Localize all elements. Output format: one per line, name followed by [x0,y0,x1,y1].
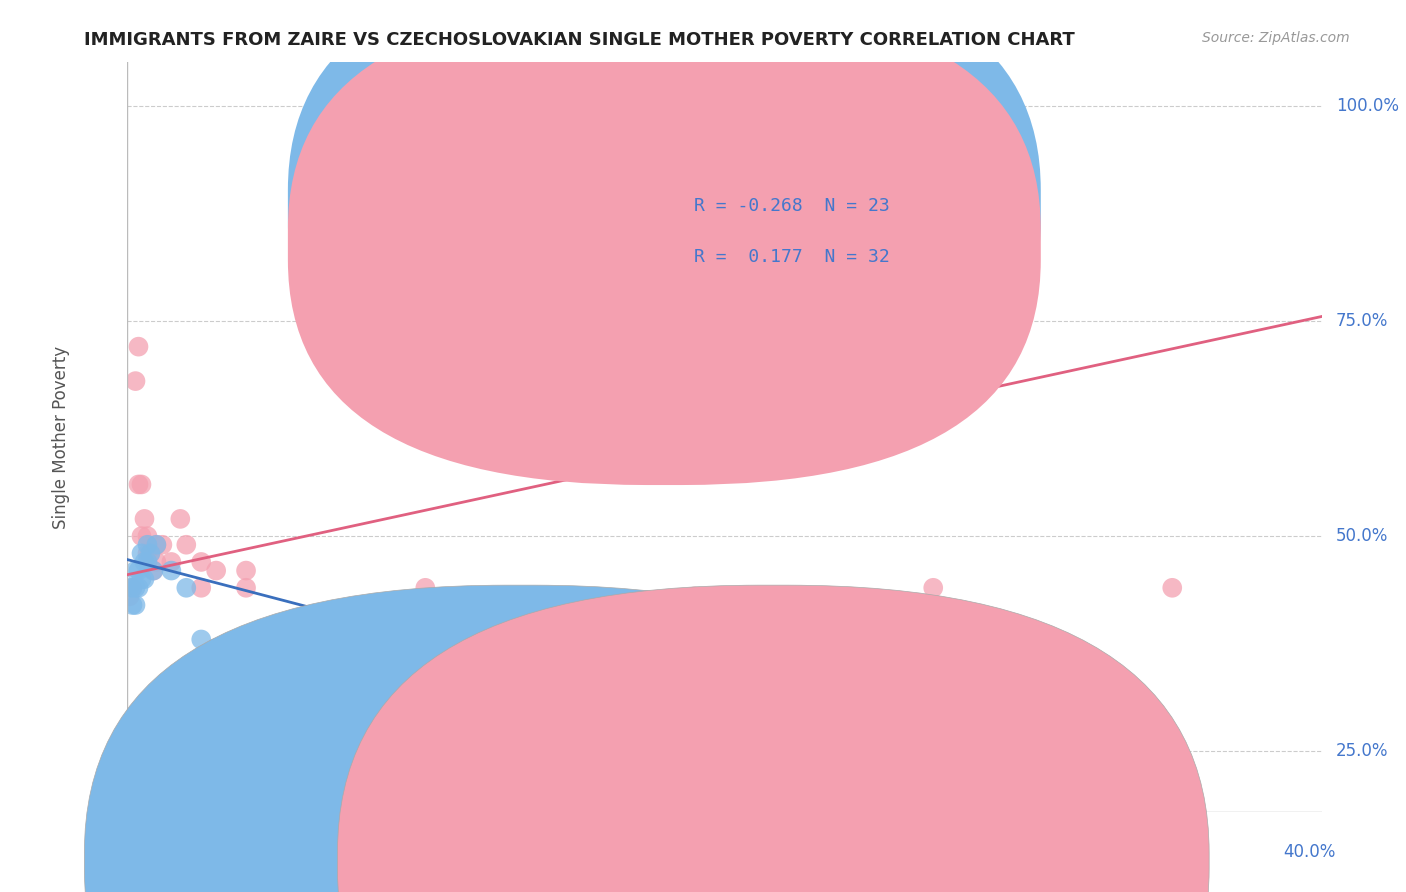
Point [124,564,146,578]
Point [131,546,153,560]
Text: 0.0%: 0.0% [127,843,169,861]
Point [131,477,153,491]
Point [564,822,586,836]
Point [145,555,167,569]
Point [124,598,146,612]
Point [174,581,197,595]
Point [235,581,257,595]
Point [131,529,153,543]
Point [121,581,143,595]
Text: 40.0%: 40.0% [1284,843,1336,861]
Point [205,564,228,578]
Point [145,538,167,552]
Text: IMMIGRANTS FROM ZAIRE VS CZECHOSLOVAKIAN SINGLE MOTHER POVERTY CORRELATION CHART: IMMIGRANTS FROM ZAIRE VS CZECHOSLOVAKIAN… [84,31,1076,49]
Point [124,581,146,595]
Point [131,572,153,586]
Point [415,581,437,595]
Point [134,572,156,586]
Point [235,564,257,578]
Point [134,512,156,526]
Text: atlas: atlas [652,374,894,471]
Point [145,538,167,552]
Point [174,538,197,552]
Point [139,546,162,560]
Point [160,555,183,569]
Point [169,512,191,526]
Point [325,822,347,836]
Point [136,538,159,552]
Point [121,581,143,595]
Point [152,538,174,552]
FancyBboxPatch shape [288,4,1040,485]
Point [922,581,945,595]
Text: 75.0%: 75.0% [1336,312,1388,330]
Point [190,555,212,569]
Point [142,564,165,578]
Text: ZIP: ZIP [470,374,652,471]
FancyBboxPatch shape [623,168,950,261]
Text: 25.0%: 25.0% [1336,742,1389,761]
Point [136,555,159,569]
Point [534,632,557,647]
Point [139,546,162,560]
Text: Immigrants from Zaire: Immigrants from Zaire [541,852,728,870]
Point [127,581,149,595]
Point [235,692,257,706]
Point [190,581,212,595]
Point [264,632,287,647]
Point [683,590,706,604]
Point [160,564,183,578]
Point [127,340,149,354]
Point [142,564,165,578]
Point [136,529,159,543]
Text: 50.0%: 50.0% [1336,527,1388,545]
Point [124,374,146,388]
Point [136,546,159,560]
Text: Czechoslovakians: Czechoslovakians [794,852,942,870]
Text: R = -0.268  N = 23: R = -0.268 N = 23 [695,196,890,215]
Point [294,753,316,767]
Point [127,477,149,491]
Point [134,555,156,569]
Point [1161,581,1184,595]
Point [127,564,149,578]
Text: R =  0.177  N = 32: R = 0.177 N = 32 [695,247,890,266]
Point [190,632,212,647]
FancyBboxPatch shape [288,0,1040,446]
Point [118,590,141,604]
Text: 100.0%: 100.0% [1336,96,1399,114]
Text: Source: ZipAtlas.com: Source: ZipAtlas.com [1202,31,1350,45]
Point [205,641,228,656]
Point [121,598,143,612]
Text: Single Mother Poverty: Single Mother Poverty [52,345,70,529]
Point [118,581,141,595]
Point [294,814,316,828]
